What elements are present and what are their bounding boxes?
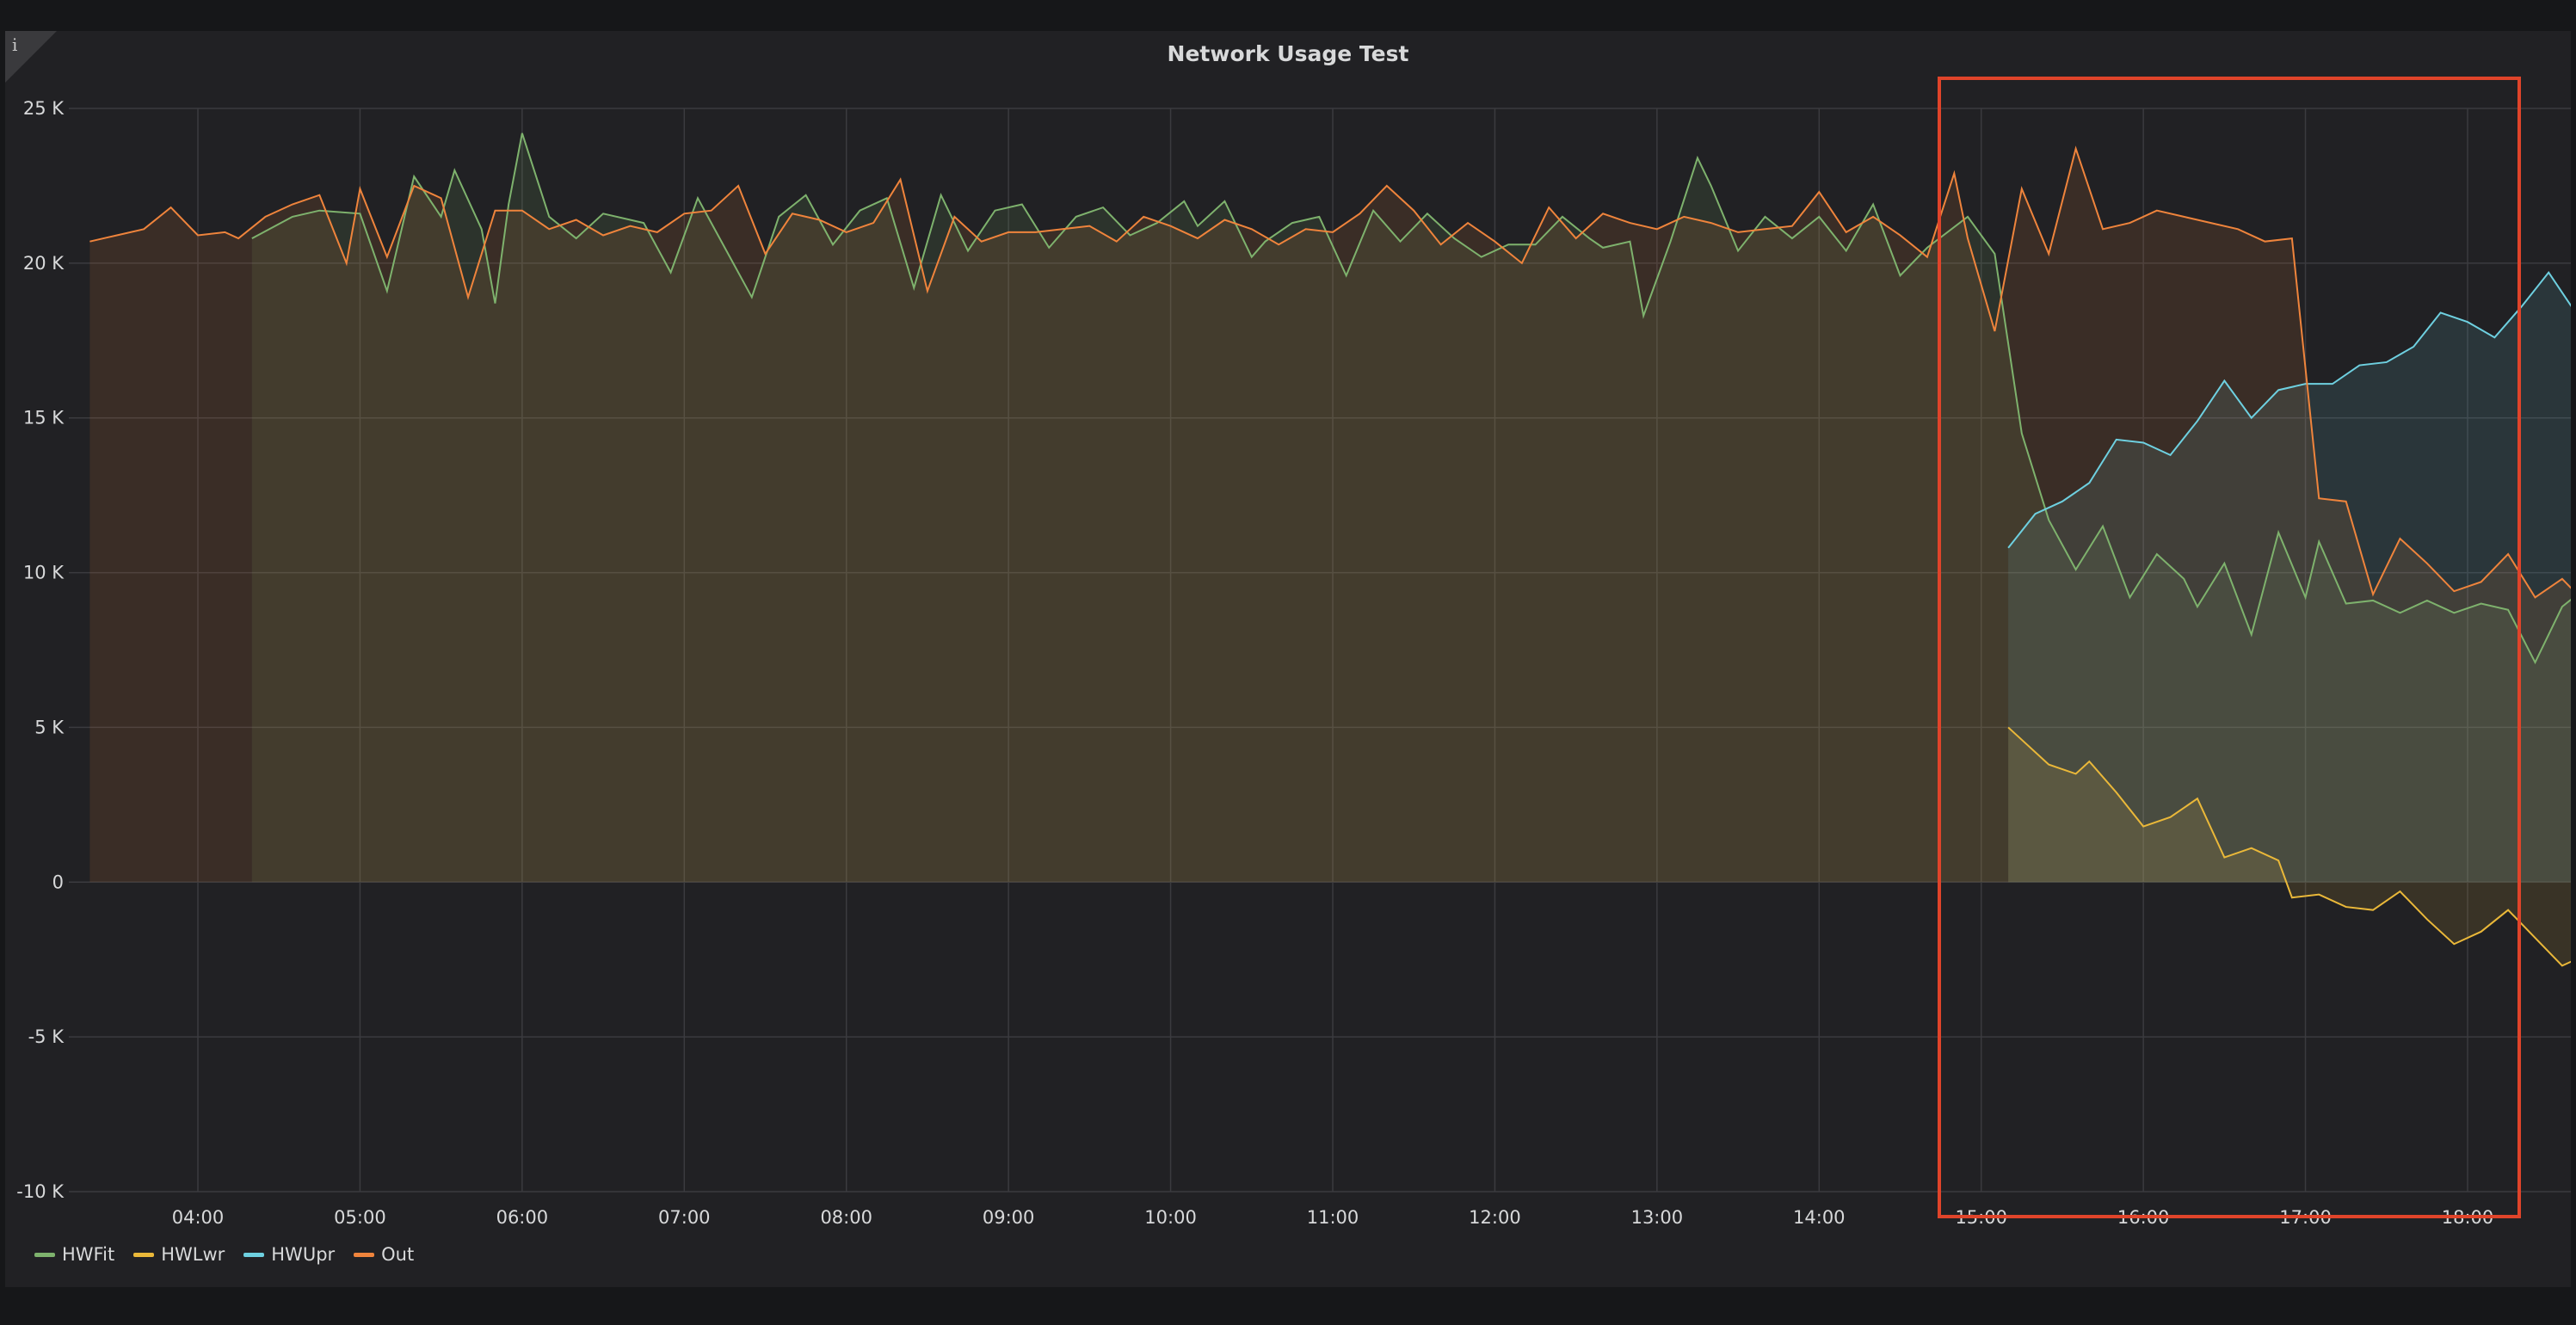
x-tick-label: 14:00	[1793, 1207, 1846, 1228]
series-line-hwfit	[251, 132, 2571, 665]
y-tick-label: 25 K	[23, 98, 65, 119]
x-tick-label: 05:00	[334, 1207, 386, 1228]
legend-label: Out	[381, 1244, 415, 1265]
legend-swatch	[133, 1252, 155, 1257]
x-tick-label: 07:00	[658, 1207, 711, 1228]
legend-swatch	[354, 1252, 375, 1257]
y-tick-label: 5 K	[34, 717, 65, 737]
series-line-hwupr	[2007, 270, 2571, 549]
series-line-out	[89, 145, 2571, 599]
legend-swatch	[34, 1252, 55, 1257]
x-tick-label: 06:00	[496, 1207, 549, 1228]
x-tick-label: 13:00	[1631, 1207, 1684, 1228]
panel-title[interactable]: Network Usage Test	[1167, 41, 1409, 66]
y-tick-label: 10 K	[23, 563, 65, 583]
y-tick-label: 0	[52, 872, 64, 892]
series-area-out	[89, 148, 2571, 883]
x-tick-label: 08:00	[820, 1207, 872, 1228]
legend-item-hwupr[interactable]: HWUpr	[243, 1244, 335, 1265]
y-tick-label: -10 K	[16, 1181, 65, 1202]
info-icon[interactable]: i	[12, 34, 18, 55]
y-tick-label: -5 K	[28, 1026, 65, 1047]
x-tick-label: 09:00	[983, 1207, 1035, 1228]
x-tick-label: 10:00	[1144, 1207, 1197, 1228]
info-corner[interactable]	[5, 31, 57, 83]
y-tick-label: 15 K	[23, 408, 65, 428]
y-tick-label: 20 K	[23, 253, 65, 274]
series-line-hwlwr	[2007, 726, 2571, 967]
highlight-box	[1938, 77, 2521, 1218]
legend-item-out[interactable]: Out	[354, 1244, 414, 1265]
x-tick-label: 11:00	[1307, 1207, 1359, 1228]
graph-panel: i Network Usage Test -10 K -5 K 0 5 K 10 K 15…	[5, 31, 2571, 1287]
series-area-hwlwr	[2008, 727, 2571, 966]
x-tick-label: 04:00	[172, 1207, 225, 1228]
series-area-hwupr	[2008, 272, 2571, 883]
legend-label: HWFit	[62, 1244, 115, 1265]
chart[interactable]: -10 K -5 K 0 5 K 10 K 15 K 20 K 25 K 04:00 05:00 0…	[5, 31, 2571, 1287]
legend-label: HWLwr	[161, 1244, 225, 1265]
x-tick-label: 12:00	[1469, 1207, 1521, 1228]
legend-swatch	[243, 1252, 265, 1257]
legend-label: HWUpr	[271, 1244, 336, 1265]
legend-item-hwlwr[interactable]: HWLwr	[133, 1244, 225, 1265]
legend-item-hwfit[interactable]: HWFit	[34, 1244, 114, 1265]
legend: HWFit HWLwr HWUpr Out	[34, 1244, 414, 1265]
